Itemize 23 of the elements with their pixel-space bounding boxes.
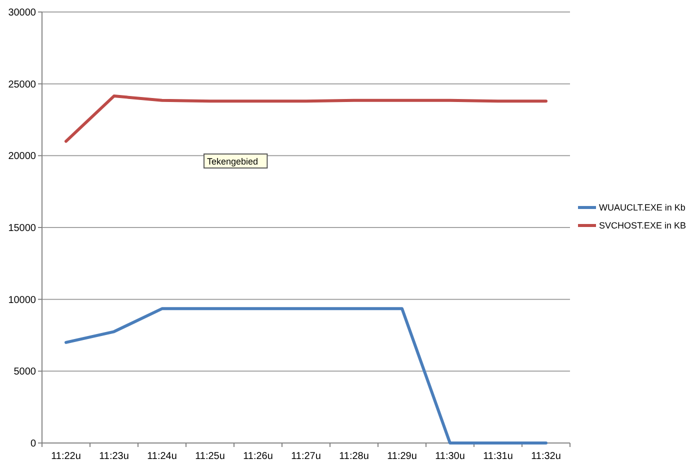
y-tick-label: 25000 — [8, 79, 36, 90]
x-tick-label: 11:22u — [51, 451, 81, 462]
x-tick-label: 11:24u — [147, 451, 177, 462]
line-series — [64, 307, 548, 444]
y-tick-label: 10000 — [8, 294, 36, 306]
x-tick-label: 11:26u — [243, 451, 273, 462]
x-tick-label: 11:28u — [339, 451, 369, 462]
y-tick-label: 15000 — [8, 223, 36, 234]
legend-label: WUAUCLT.EXE in Kb — [599, 202, 686, 213]
annotation: Tekengebied — [207, 156, 258, 166]
y-tick-label: 5000 — [14, 366, 36, 378]
x-tick-label: 11:23u — [99, 451, 129, 462]
x-tick-label: 11:27u — [291, 451, 321, 462]
y-tick-label: 0 — [30, 438, 36, 450]
x-tick-label: 11:30u — [435, 451, 465, 462]
x-tick-label: 11:25u — [195, 451, 225, 462]
legend-label: SVCHOST.EXE in KB — [599, 220, 686, 231]
y-tick-label: 30000 — [8, 8, 36, 18]
y-tick-label: 20000 — [8, 151, 36, 162]
x-tick-label: 11:29u — [387, 451, 417, 462]
x-tick-label: 11:31u — [483, 451, 513, 462]
line-series — [64, 94, 548, 143]
x-tick-label: 11:32u — [531, 451, 561, 462]
